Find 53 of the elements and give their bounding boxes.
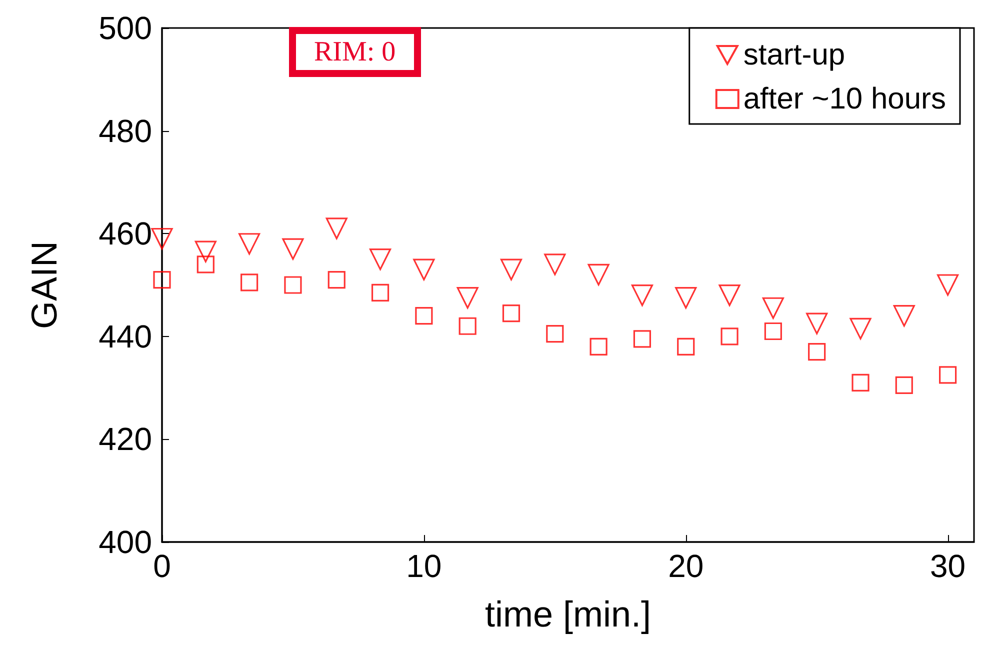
point [458, 317, 476, 335]
point [284, 276, 302, 294]
point [238, 233, 260, 255]
point [369, 248, 392, 270]
point [500, 258, 522, 280]
annotation: RIM: 0 [314, 36, 396, 68]
legend-label: start-up [743, 38, 846, 72]
point [939, 366, 957, 384]
point [850, 318, 872, 340]
point [937, 274, 959, 296]
point [153, 271, 171, 289]
y-tick-label: 440 [98, 318, 152, 354]
point [196, 256, 214, 274]
y-tick-label: 400 [98, 524, 152, 560]
point [151, 228, 173, 250]
y-axis-title: GAIN [24, 240, 64, 330]
point [893, 305, 915, 327]
x-axis-title: time [min.] [484, 594, 652, 634]
point [633, 330, 652, 348]
point [852, 374, 870, 392]
x-tick-label: 0 [153, 548, 171, 584]
point [762, 297, 784, 319]
y-tick-label: 420 [98, 421, 152, 458]
point [326, 218, 348, 240]
y-tick-label: 500 [98, 10, 152, 46]
point [720, 328, 738, 346]
y-tick-label: 460 [98, 216, 152, 252]
point [371, 284, 390, 302]
point [675, 287, 697, 309]
point [282, 238, 304, 260]
point [806, 312, 828, 334]
point [895, 376, 913, 394]
point [194, 240, 216, 262]
point [240, 274, 258, 292]
point [631, 284, 654, 306]
point [546, 325, 564, 343]
point [590, 338, 608, 356]
legend-label: after ~10 hours [743, 82, 946, 116]
point [764, 322, 782, 340]
x-tick-label: 30 [930, 548, 966, 584]
point [415, 307, 433, 325]
point [718, 284, 740, 306]
point [677, 338, 695, 356]
point [544, 254, 566, 276]
point [413, 258, 435, 280]
point [808, 343, 826, 361]
point [588, 264, 610, 286]
x-tick-label: 20 [668, 548, 704, 584]
y-tick-label: 480 [98, 112, 152, 149]
point [456, 287, 478, 309]
x-tick-label: 10 [406, 548, 442, 584]
point [328, 271, 346, 289]
point [502, 304, 520, 322]
